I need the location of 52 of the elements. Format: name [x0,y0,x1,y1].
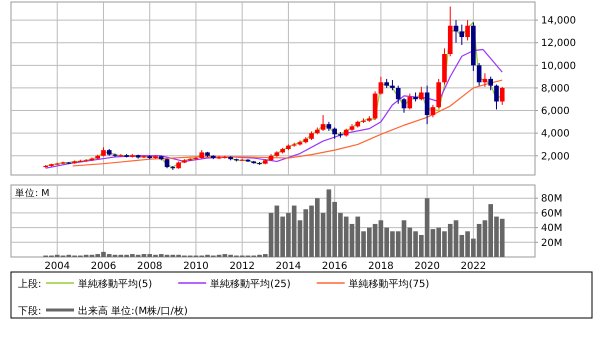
y-axis-title: 単位: M [15,187,50,199]
candlestick [396,85,401,104]
candlestick [413,92,418,102]
legend-label: 単純移動平均(5) [78,278,152,290]
y-tick-label: 20M [541,238,562,249]
x-tick-label: 2006 [90,261,116,272]
candlestick [430,104,436,118]
candlestick [419,86,424,101]
x-tick-label: 2008 [136,261,162,272]
y-tick-label: 10,000 [541,60,576,72]
legend-title: 上段: [18,278,42,290]
candlestick [454,20,458,44]
y-tick-label: 2,000 [541,151,570,162]
y-tick-label: 6,000 [541,106,570,118]
candlestick [402,98,406,114]
legend-label: 単純移動平均(25) [210,278,291,290]
x-tick-label: 2004 [44,261,70,272]
x-tick-label: 2012 [229,261,255,272]
y-tick-label: 60M [541,208,562,220]
x-tick-label: 2016 [322,261,348,272]
candlestick [378,76,384,96]
x-tick-label: 2022 [460,261,486,272]
candlestick [320,114,326,132]
candlestick [459,24,464,46]
candlestick [465,20,470,41]
x-tick-label: 2018 [368,261,394,272]
candlestick [424,85,430,125]
candlestick [482,72,488,88]
line-series [72,79,503,167]
y-tick-label: 40M [541,223,562,234]
candlestick [332,127,337,140]
legend-title: 下段: [18,305,42,317]
y-tick-label: 14,000 [541,16,576,27]
candlestick [101,146,106,157]
x-tick-label: 2010 [183,261,209,272]
line-series [45,48,503,169]
candlestick [476,62,482,86]
candlestick [164,158,170,169]
y-tick-label: 80M [541,194,562,205]
candlestick [500,86,505,106]
x-tick-label: 2020 [414,261,440,272]
x-tick-label: 2014 [276,261,302,272]
y-tick-label: 12,000 [541,38,576,50]
y-tick-label: 4,000 [541,128,570,140]
legend-label: 単純移動平均(75) [348,278,430,290]
candlestick [488,76,494,91]
y-tick-label: 8,000 [541,83,570,94]
candlestick [390,80,395,91]
legend-label: 出来高 単位:(M株/口/枚) [78,305,188,317]
candlestick [407,93,412,110]
candlestick [494,84,499,110]
candlestick [326,121,332,132]
